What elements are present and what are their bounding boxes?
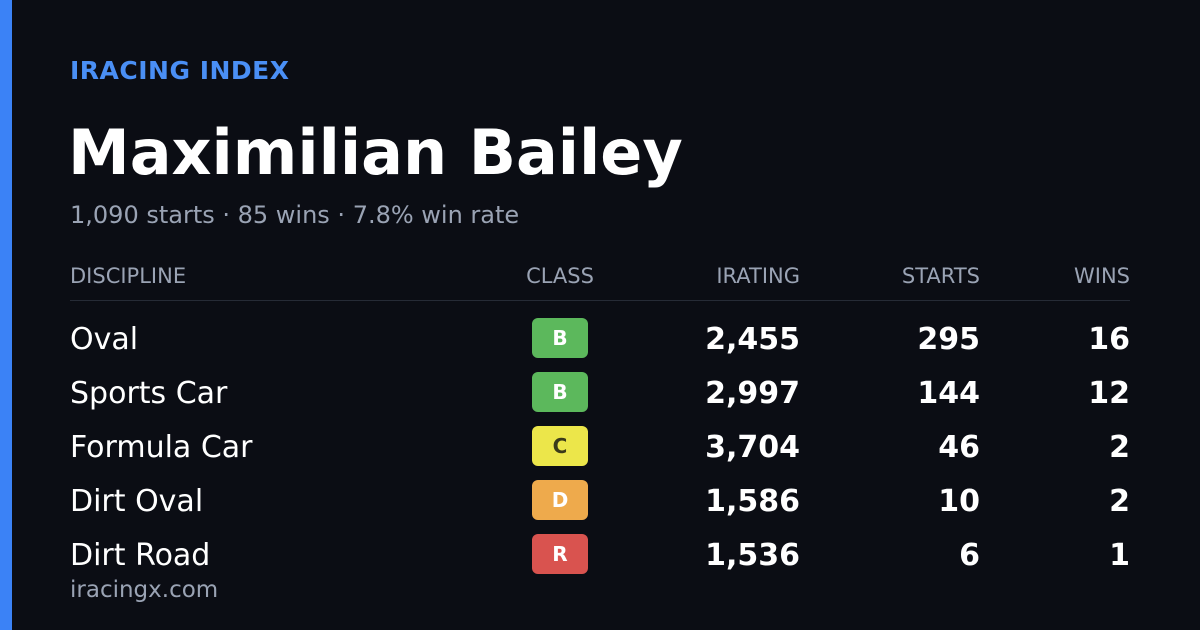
wins-cell: 2 — [1109, 430, 1130, 465]
irating-cell: 1,586 — [705, 484, 800, 519]
class-badge: R — [532, 534, 588, 574]
wins-cell: 12 — [1088, 376, 1130, 411]
discipline-cell: Dirt Oval — [70, 484, 204, 519]
starts-cell: 144 — [917, 376, 980, 411]
irating-cell: 2,455 — [705, 322, 800, 357]
brand: IRACING INDEX — [70, 56, 290, 85]
wins-cell: 1 — [1109, 538, 1130, 573]
discipline-cell: Dirt Road — [70, 538, 211, 573]
class-badge: B — [532, 372, 588, 412]
wins-cell: 2 — [1109, 484, 1130, 519]
starts-cell: 46 — [938, 430, 980, 465]
column-header: IRATING — [716, 264, 800, 288]
accent-bar — [0, 0, 12, 630]
irating-cell: 1,536 — [705, 538, 800, 573]
column-header: DISCIPLINE — [70, 264, 187, 288]
starts-cell: 10 — [938, 484, 980, 519]
summary: 1,090 starts · 85 wins · 7.8% win rate — [70, 201, 520, 229]
discipline-cell: Oval — [70, 322, 139, 357]
footer-url: iracingx.com — [70, 577, 219, 603]
wins-cell: 16 — [1088, 322, 1130, 357]
irating-cell: 3,704 — [705, 430, 800, 465]
irating-cell: 2,997 — [705, 376, 800, 411]
column-header: STARTS — [901, 264, 980, 288]
driver-name: Maximilian Bailey — [68, 116, 683, 189]
column-header: WINS — [1074, 264, 1130, 288]
discipline-cell: Formula Car — [70, 430, 253, 465]
discipline-cell: Sports Car — [70, 376, 228, 411]
class-badge: B — [532, 318, 588, 358]
header-rule — [70, 300, 1130, 301]
class-badge: C — [532, 426, 588, 466]
class-badge: D — [532, 480, 588, 520]
starts-cell: 6 — [959, 538, 980, 573]
column-header: CLASS — [526, 264, 594, 288]
starts-cell: 295 — [917, 322, 980, 357]
